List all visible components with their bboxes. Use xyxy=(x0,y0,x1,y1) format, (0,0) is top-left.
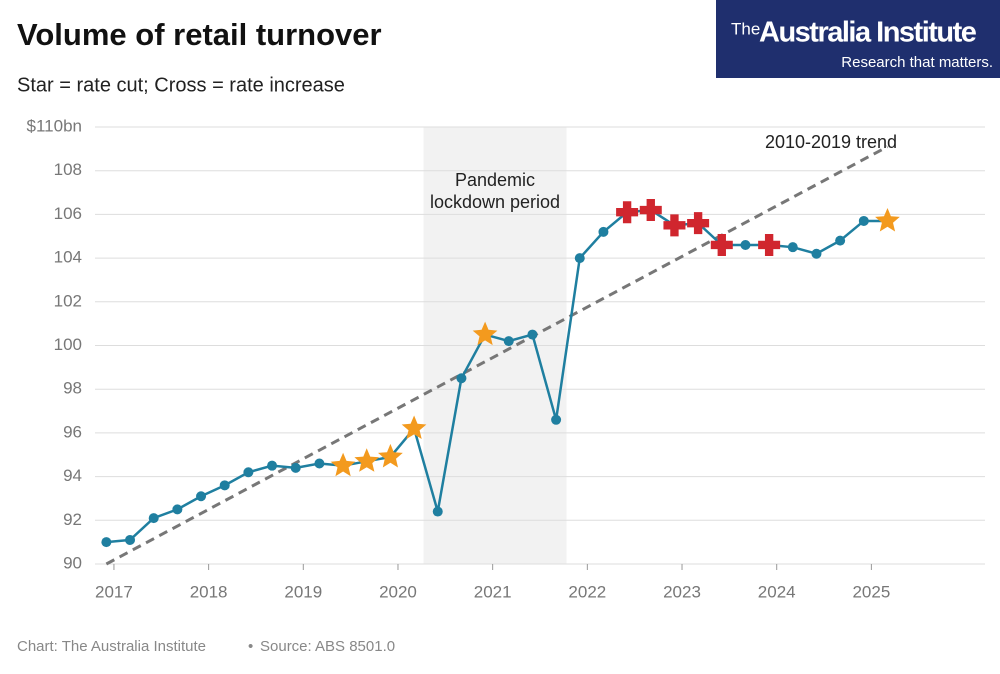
credit: Chart: The Australia Institute xyxy=(17,638,206,655)
separator: • xyxy=(248,638,253,655)
rate-increase-marker xyxy=(663,214,686,237)
point xyxy=(219,480,230,491)
shaded-label: Pandemic xyxy=(455,170,535,190)
point xyxy=(125,534,136,545)
y-tick-label: 104 xyxy=(54,248,82,267)
shaded-label: lockdown period xyxy=(430,192,560,212)
point xyxy=(503,336,514,347)
data-line xyxy=(106,208,888,544)
rate-cut-marker xyxy=(354,448,380,472)
source: Source: ABS 8501.0 xyxy=(260,638,395,655)
rate-increase-marker xyxy=(687,212,710,235)
point xyxy=(290,462,301,473)
point xyxy=(148,513,159,524)
point xyxy=(172,504,183,515)
trend-line xyxy=(105,145,889,566)
y-tick-label: 102 xyxy=(54,291,82,310)
y-tick-label: 98 xyxy=(63,379,82,398)
chart-title: Volume of retail turnover xyxy=(17,17,382,52)
logo-prefix: The xyxy=(731,19,760,38)
y-tick-label: 90 xyxy=(63,553,82,572)
point xyxy=(101,537,112,548)
y-tick-label: 92 xyxy=(63,510,82,529)
x-tick-label: 2018 xyxy=(190,582,228,601)
logo-tagline: Research that matters. xyxy=(841,54,993,71)
y-tick-label: 94 xyxy=(63,466,82,485)
x-tick-label: 2017 xyxy=(95,582,133,601)
point xyxy=(196,491,207,502)
y-tick-label: 106 xyxy=(54,204,82,223)
x-tick-label: 2019 xyxy=(284,582,322,601)
point xyxy=(267,460,278,471)
rate-increase-marker xyxy=(758,233,781,256)
point xyxy=(527,329,538,340)
x-tick-label: 2021 xyxy=(474,582,512,601)
point xyxy=(740,239,751,250)
point xyxy=(432,506,443,517)
logo-name: Australia Institute xyxy=(759,17,977,49)
series-label: 2010-2019 trend xyxy=(765,132,897,152)
rate-increase-marker xyxy=(639,199,662,222)
point xyxy=(598,226,609,237)
x-tick-label: 2023 xyxy=(663,582,701,601)
y-tick-label: 100 xyxy=(54,335,82,354)
point xyxy=(456,373,467,384)
point xyxy=(551,414,562,425)
logo-box xyxy=(716,0,1000,78)
rate-cut-marker xyxy=(401,415,427,439)
point xyxy=(811,248,822,259)
rate-cut-marker xyxy=(378,443,403,468)
x-tick-label: 2024 xyxy=(758,582,796,601)
x-tick-label: 2025 xyxy=(852,582,890,601)
point xyxy=(835,235,846,246)
y-tick-label: 108 xyxy=(54,160,82,179)
chart-subtitle: Star = rate cut; Cross = rate increase xyxy=(17,74,345,96)
point xyxy=(574,253,585,264)
rate-cut-marker xyxy=(875,208,900,232)
point xyxy=(314,458,325,469)
y-tick-label: $110bn xyxy=(27,116,82,135)
rate-cut-marker xyxy=(330,452,356,477)
rate-increase-marker xyxy=(710,233,733,256)
rate-increase-marker xyxy=(616,201,639,224)
x-tick-label: 2022 xyxy=(568,582,606,601)
rate-cut-marker xyxy=(472,321,498,346)
point xyxy=(787,242,798,253)
x-tick-label: 2020 xyxy=(379,582,417,601)
point xyxy=(858,215,869,226)
y-tick-label: 96 xyxy=(63,422,82,441)
point xyxy=(243,467,254,478)
